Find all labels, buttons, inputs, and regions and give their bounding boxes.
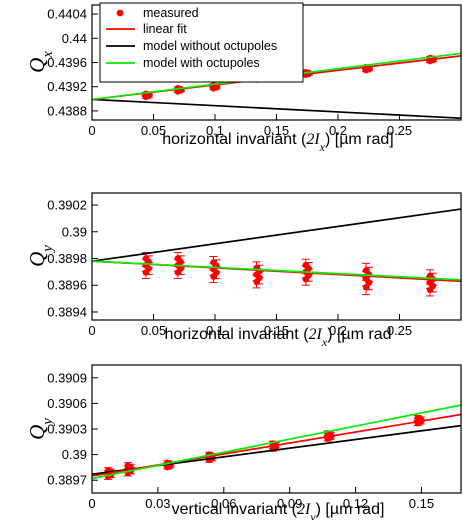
panel-2-frame (91, 192, 462, 321)
panel-2-series (92, 208, 461, 297)
panel-2-y-tick-label: 0.39 (62, 224, 87, 239)
panel-1-x-tick-label: 0.25 (387, 123, 412, 138)
panel-2-measured-point (302, 261, 309, 269)
panel-2-y-tick-label: 0.3894 (47, 304, 87, 319)
panel-2-x-tick-label: 0 (88, 323, 95, 338)
panel-2-measured-point (174, 255, 182, 262)
panel-3-measured-point (124, 462, 132, 469)
panel-3-x-tick-label: 0 (88, 496, 95, 511)
panel-1-x-axis-label: horizontal invariant (2Ix) [µm rad] (162, 131, 394, 154)
panel-3-y-tick-label: 0.3903 (47, 422, 87, 437)
legend-measured-label: measured (143, 6, 199, 20)
panel-2-y-tick-label: 0.3896 (47, 278, 87, 293)
panel-1-y-tick-label: 0.4404 (47, 7, 87, 22)
panel-3-plot-area: 0 0.03 0.06 0.09 0.12 0.15 0.3897 0.39 0.3903 0.3… (47, 370, 461, 511)
legend-box (99, 2, 304, 83)
panel-3-x-axis-label: vertical invariant (2Iy) [µm rad] (172, 501, 385, 520)
panel-2-line-no-oct (92, 208, 461, 263)
panel-2-x-tick-label: 0.1 (206, 323, 224, 338)
panel-2-y-tick-label: 0.3902 (47, 198, 87, 213)
panel-3-series (92, 404, 461, 480)
panel-2-plot-area: 0 0.05 0.1 0.15 0.2 0.25 0.3894 0.3896 0.3898 0.3… (47, 198, 461, 338)
panel-2-line-with-oct (92, 260, 461, 281)
panel-1-x-tick-label: 0.05 (141, 123, 166, 138)
panel-2-x-axis-label: horizontal invariant (2Ix) [µm rad (164, 326, 391, 349)
panel-2-measured-point (362, 267, 370, 274)
panel-1-y-tick-label: 0.4396 (47, 55, 87, 70)
panel-3-x-tick-label: 0.06 (211, 496, 236, 511)
panel-3-x-tick-label: 0.03 (145, 496, 170, 511)
panel-2-measured-point (142, 255, 150, 262)
panel-2-x-tick-label: 0.25 (387, 323, 412, 338)
panel-3-y-tick-label: 0.3906 (47, 396, 87, 411)
panel-qy-vertical: 0 0.03 0.06 0.09 0.12 0.15 0.3897 0.39 0.3903 0.3… (25, 364, 462, 520)
panel-3-measured-point (414, 414, 421, 422)
panel-1-plot-area: 0 0.05 0.1 0.15 0.2 0.25 0.4388 0.4392 0.4396 0.4… (47, 7, 461, 138)
panel-1-x-tick-label: 0.2 (329, 123, 347, 138)
panel-3-y-tick-label: 0.3909 (47, 370, 87, 385)
panel-2-y-tick-label: 0.3898 (47, 251, 87, 266)
panel-2-x-tick-label: 0.15 (264, 323, 289, 338)
panel-2-measured-point (210, 259, 217, 266)
panel-1-x-tick-label: 0 (88, 123, 95, 138)
panel-1-y-tick-label: 0.44 (62, 31, 87, 46)
panel-qy-horizontal: 0 0.05 0.1 0.15 0.2 0.25 0.3894 0.3896 0.3898 0.3… (25, 192, 462, 349)
panel-3-line-with-oct (92, 404, 461, 480)
panel-3-y-tick-label: 0.3897 (47, 473, 87, 488)
panel-3-x-tick-label: 0.09 (277, 496, 302, 511)
legend-with-oct-label: model with octupoles (143, 56, 260, 70)
legend-no-oct-label: model without octupoles (143, 39, 277, 53)
panel-qx-horizontal: 0 0.05 0.1 0.15 0.2 0.25 0.4388 0.4392 0.4396 0.4… (25, 2, 462, 154)
panel-1-y-tick-label: 0.4388 (47, 103, 87, 118)
panel-3-x-tick-label: 0.12 (343, 496, 368, 511)
panel-1-line-no-oct (92, 98, 461, 120)
legend-fit-label: linear fit (143, 22, 187, 36)
panel-3-x-tick-label: 0.15 (409, 496, 434, 511)
panel-2-x-tick-label: 0.05 (141, 323, 166, 338)
legend: measured linear fit model without octupo… (99, 2, 304, 83)
panel-3-y-tick-label: 0.39 (62, 447, 87, 462)
panel-1-y-tick-label: 0.4392 (47, 79, 87, 94)
legend-measured-marker (116, 9, 124, 17)
panel-1-x-tick-label: 0.15 (264, 123, 289, 138)
panel-1-x-tick-label: 0.1 (206, 123, 224, 138)
panel-2-x-tick-label: 0.2 (329, 323, 347, 338)
panel-3-frame (91, 364, 462, 494)
